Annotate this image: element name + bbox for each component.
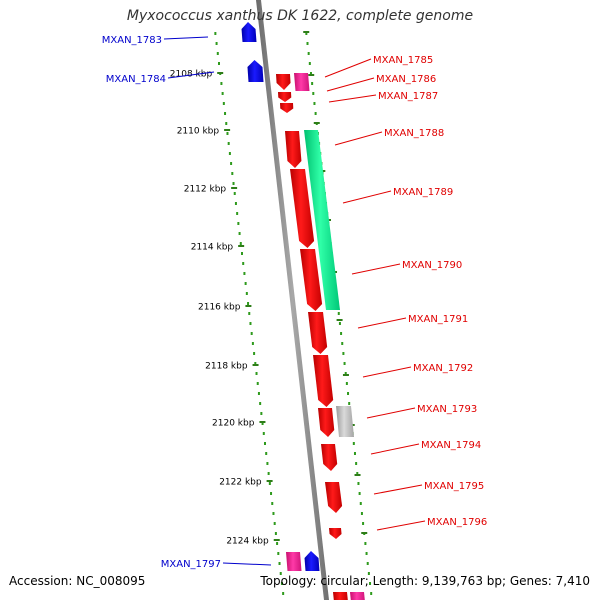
gene-label-mxan-1790[interactable]: MXAN_1790: [402, 260, 462, 271]
gene-label-leader: [334, 131, 383, 146]
ruler-tick: [231, 187, 238, 189]
ruler-tick-label: 2120 kbp: [212, 419, 255, 429]
gene-label-leader: [222, 562, 272, 566]
gene-label-mxan-1791[interactable]: MXAN_1791: [408, 314, 468, 325]
outer-ruler-tick: [313, 122, 320, 124]
gene-label-leader: [328, 94, 377, 103]
ruler-tick: [245, 305, 252, 307]
gene-mxan-1789[interactable]: [290, 169, 315, 248]
ruler-tick: [266, 480, 273, 482]
gene-mxan-1796[interactable]: [329, 528, 342, 539]
pseudo-feature-1797[interactable]: [286, 552, 302, 571]
pseudo-partial-bottom[interactable]: [350, 592, 365, 602]
gene-mxan-1791[interactable]: [308, 312, 328, 354]
gene-label-leader: [167, 71, 215, 79]
gene-label-mxan-1785[interactable]: MXAN_1785: [373, 55, 433, 66]
gene-label-mxan-1783[interactable]: MXAN_1783: [102, 35, 162, 46]
gene-label-mxan-1794[interactable]: MXAN_1794: [421, 440, 481, 451]
gene-label-mxan-1786[interactable]: MXAN_1786: [376, 74, 436, 85]
gene-mxan-1786[interactable]: [278, 92, 292, 102]
gene-mxan-1785[interactable]: [276, 74, 291, 90]
ruler-tick-label: 2118 kbp: [205, 362, 248, 372]
other-feature-1793[interactable]: [336, 406, 354, 437]
gene-label-mxan-1793[interactable]: MXAN_1793: [417, 404, 477, 415]
gene-mxan-1784[interactable]: [247, 60, 264, 82]
pseudo-feature-1785[interactable]: [294, 73, 310, 91]
gene-mxan-1783[interactable]: [241, 22, 257, 42]
gene-label-mxan-1792[interactable]: MXAN_1792: [413, 363, 473, 374]
gene-label-mxan-1797[interactable]: MXAN_1797: [161, 559, 221, 570]
ruler-tick-label: 2112 kbp: [184, 185, 227, 195]
gene-mxan-1797[interactable]: [304, 551, 320, 571]
gene-label-leader: [326, 77, 375, 92]
gene-label-leader: [362, 366, 412, 378]
gene-label-mxan-1789[interactable]: MXAN_1789: [393, 187, 453, 198]
outer-ruler-tick: [303, 31, 310, 33]
gene-label-leader: [376, 520, 426, 531]
gene-label-mxan-1788[interactable]: MXAN_1788: [384, 128, 444, 139]
gene-label-mxan-1796[interactable]: MXAN_1796: [427, 517, 487, 528]
gene-mxan-1788[interactable]: [285, 131, 302, 168]
ruler-tick: [224, 129, 231, 131]
ruler-tick: [238, 245, 245, 247]
ruler-tick-label: 2116 kbp: [198, 303, 241, 313]
ruler-tick-label: 2122 kbp: [219, 478, 262, 488]
ruler-tick: [217, 72, 224, 74]
gene-mxan-1794[interactable]: [321, 444, 338, 471]
ruler-tick-label: 2124 kbp: [226, 537, 269, 547]
gene-label-leader: [342, 190, 392, 204]
outer-ruler-tick: [361, 532, 368, 534]
genome-summary-text: Topology: circular; Length: 9,139,763 bp…: [260, 574, 590, 588]
gene-mxan-1795[interactable]: [325, 482, 343, 513]
ruler-tick-label: 2114 kbp: [191, 243, 234, 253]
gene-label-leader: [370, 443, 420, 455]
gene-partial-bottom[interactable]: [333, 592, 348, 602]
gene-label-mxan-1787[interactable]: MXAN_1787: [378, 91, 438, 102]
genome-backbone: [256, 0, 329, 600]
gene-mxan-1787[interactable]: [280, 103, 294, 113]
map-title: Myxococcus xanthus DK 1622, complete gen…: [126, 8, 474, 24]
inner-ruler-dots: [214, 32, 285, 595]
gene-label-leader: [373, 484, 423, 495]
ruler-tick: [259, 421, 266, 423]
gene-label-mxan-1784[interactable]: MXAN_1784: [106, 74, 166, 85]
rrna-feature-1788[interactable]: [304, 130, 340, 310]
gene-label-leader: [351, 263, 401, 275]
ruler-tick-label: 2110 kbp: [177, 127, 220, 137]
gene-mxan-1790[interactable]: [300, 249, 323, 311]
outer-ruler-tick: [342, 374, 349, 376]
outer-ruler-tick: [336, 319, 343, 321]
ruler-tick: [252, 364, 259, 366]
gene-label-leader: [357, 317, 407, 329]
gene-mxan-1793[interactable]: [318, 408, 335, 437]
gene-label-leader: [163, 36, 209, 40]
gene-label-mxan-1795[interactable]: MXAN_1795: [424, 481, 484, 492]
gene-label-leader: [366, 407, 416, 419]
gene-mxan-1792[interactable]: [313, 355, 334, 407]
accession-text: Accession: NC_008095: [9, 574, 146, 588]
gene-label-leader: [324, 58, 372, 78]
ruler-tick: [273, 539, 280, 541]
outer-ruler-tick: [308, 74, 315, 76]
outer-ruler-tick: [354, 474, 361, 476]
